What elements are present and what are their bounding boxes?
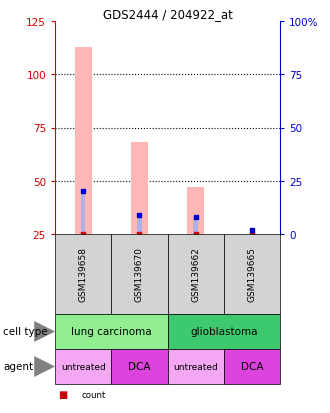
Text: ■: ■ bbox=[58, 389, 68, 399]
Text: glioblastoma: glioblastoma bbox=[190, 327, 257, 337]
Bar bbox=[187, 188, 204, 235]
Text: GSM139665: GSM139665 bbox=[248, 247, 256, 302]
Bar bbox=[131, 143, 148, 235]
Bar bbox=[168, 314, 280, 349]
Text: DCA: DCA bbox=[128, 362, 150, 372]
Text: DCA: DCA bbox=[241, 362, 263, 372]
Bar bbox=[137, 215, 142, 235]
Polygon shape bbox=[34, 356, 55, 377]
Text: count: count bbox=[82, 390, 106, 399]
Text: ■: ■ bbox=[58, 412, 68, 413]
Bar bbox=[224, 235, 280, 314]
Text: agent: agent bbox=[3, 362, 33, 372]
Bar bbox=[55, 349, 111, 384]
Text: untreated: untreated bbox=[61, 362, 106, 371]
Text: GSM139662: GSM139662 bbox=[191, 247, 200, 302]
Text: GSM139670: GSM139670 bbox=[135, 247, 144, 302]
Bar bbox=[168, 235, 224, 314]
Bar bbox=[75, 47, 91, 235]
Text: untreated: untreated bbox=[173, 362, 218, 371]
Bar bbox=[168, 349, 224, 384]
Title: GDS2444 / 204922_at: GDS2444 / 204922_at bbox=[103, 8, 232, 21]
Bar bbox=[224, 349, 280, 384]
Text: cell type: cell type bbox=[3, 327, 48, 337]
Text: GSM139658: GSM139658 bbox=[79, 247, 88, 302]
Bar bbox=[55, 314, 168, 349]
Bar bbox=[81, 192, 85, 235]
Polygon shape bbox=[34, 321, 55, 342]
Bar bbox=[111, 349, 168, 384]
Bar bbox=[55, 235, 111, 314]
Text: lung carcinoma: lung carcinoma bbox=[71, 327, 151, 337]
Bar bbox=[249, 230, 254, 235]
Bar bbox=[193, 217, 198, 235]
Bar bbox=[111, 235, 168, 314]
